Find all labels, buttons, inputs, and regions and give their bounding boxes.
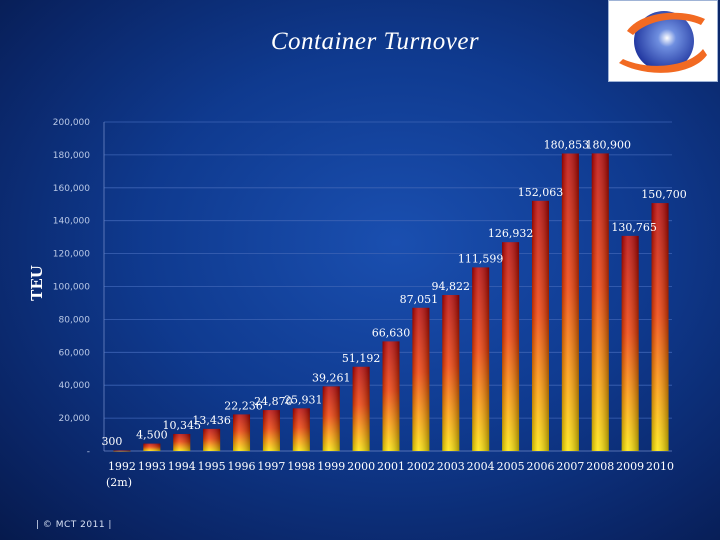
data-label-2005: 126,932 [488, 227, 534, 240]
y-tick-label: 180,000 [53, 151, 90, 161]
bar-shade-1992 [113, 450, 131, 452]
x-tick-label: 2008 [586, 460, 614, 473]
y-tick-label: 140,000 [53, 217, 90, 227]
bar-shade-1994 [173, 433, 191, 451]
data-label-2007: 180,853 [544, 138, 590, 151]
x-tick-label: 1994 [168, 460, 196, 473]
bar-shade-2010 [651, 203, 669, 451]
y-tick-label: 60,000 [59, 348, 91, 358]
x-tick-label: 2003 [437, 460, 465, 473]
data-label-2003: 94,822 [432, 280, 471, 293]
chart-title: Container Turnover [270, 28, 480, 55]
bar-shade-2000 [352, 366, 370, 451]
bar-shade-1995 [203, 428, 221, 451]
x-tick-label: 1998 [287, 460, 315, 473]
data-label-2004: 111,599 [458, 252, 504, 265]
data-label-2009: 130,765 [611, 221, 657, 234]
globe-logo-icon [619, 11, 707, 73]
y-tick-label: 160,000 [53, 184, 90, 194]
data-label-1999: 39,261 [312, 371, 351, 384]
bar-shade-1993 [143, 443, 161, 451]
bar-shade-1996 [233, 414, 251, 451]
x-tick-label: 1993 [138, 460, 166, 473]
data-label-2006: 152,063 [518, 186, 564, 199]
x-tick-label: 2010 [646, 460, 674, 473]
x-tick-label: 2002 [407, 460, 435, 473]
bar-shade-2004 [472, 267, 490, 451]
x-tick-label: 1997 [257, 460, 285, 473]
y-tick-label: - [87, 447, 90, 457]
bar-shade-2002 [412, 307, 430, 451]
y-tick-label: 40,000 [59, 381, 91, 391]
data-label-1992: 300 [101, 435, 122, 448]
bar-shade-1998 [292, 408, 310, 451]
bar-shade-2001 [382, 341, 400, 451]
x-tick-label: 2009 [616, 460, 644, 473]
x-tick-label: 2007 [556, 460, 584, 473]
x-tick-label: 2004 [467, 460, 495, 473]
x-tick-label: 2005 [497, 460, 525, 473]
bar-shade-2008 [591, 153, 609, 451]
x-tick-label: 2001 [377, 460, 405, 473]
data-label-1997: 24,870 [254, 395, 293, 408]
x-tick-label: 2000 [347, 460, 375, 473]
data-label-2010: 150,700 [641, 188, 687, 201]
y-tick-label: 20,000 [59, 414, 91, 424]
bar-shade-1999 [322, 386, 340, 451]
x-axis-note: (2m) [106, 476, 132, 489]
data-label-2001: 66,630 [372, 326, 411, 339]
data-label-2000: 51,192 [342, 352, 381, 365]
bars [113, 153, 669, 452]
y-tick-label: 120,000 [53, 250, 90, 260]
data-label-1996: 22,236 [224, 399, 263, 412]
copyright-footer: | © MCT 2011 | [36, 520, 112, 530]
bar-shade-2005 [502, 242, 520, 451]
bar-shade-1997 [262, 410, 280, 451]
data-label-2008: 180,900 [586, 138, 632, 151]
y-axis-label: TEU [28, 265, 46, 301]
x-tick-label: 1995 [198, 460, 226, 473]
x-tick-label: 1999 [317, 460, 345, 473]
data-label-2002: 87,051 [400, 293, 439, 306]
data-label-1998: 25,931 [284, 393, 323, 406]
x-tick-label: 1992 [108, 460, 136, 473]
x-tick-label: 1996 [228, 460, 256, 473]
bar-shade-2009 [621, 235, 639, 451]
x-axis-ticks: 1992 1993 1994 1995 1996 1997 1998 1999 2000 2001… [108, 460, 674, 473]
bar-shade-2007 [561, 153, 579, 451]
y-tick-label: 100,000 [53, 283, 90, 293]
y-tick-label: 80,000 [59, 315, 91, 325]
x-tick-label: 2006 [526, 460, 554, 473]
bar-shade-2006 [531, 200, 549, 451]
data-label-1993: 4,500 [136, 429, 168, 442]
bar-shade-2003 [442, 295, 460, 451]
y-axis-ticks: - 20,000 40,000 60,000 80,000 100,000 120,000 1… [53, 118, 90, 457]
company-logo [608, 0, 718, 82]
data-label-1995: 13,436 [192, 414, 231, 427]
data-label-1994: 10,345 [162, 419, 201, 432]
y-tick-label: 200,000 [53, 118, 90, 128]
